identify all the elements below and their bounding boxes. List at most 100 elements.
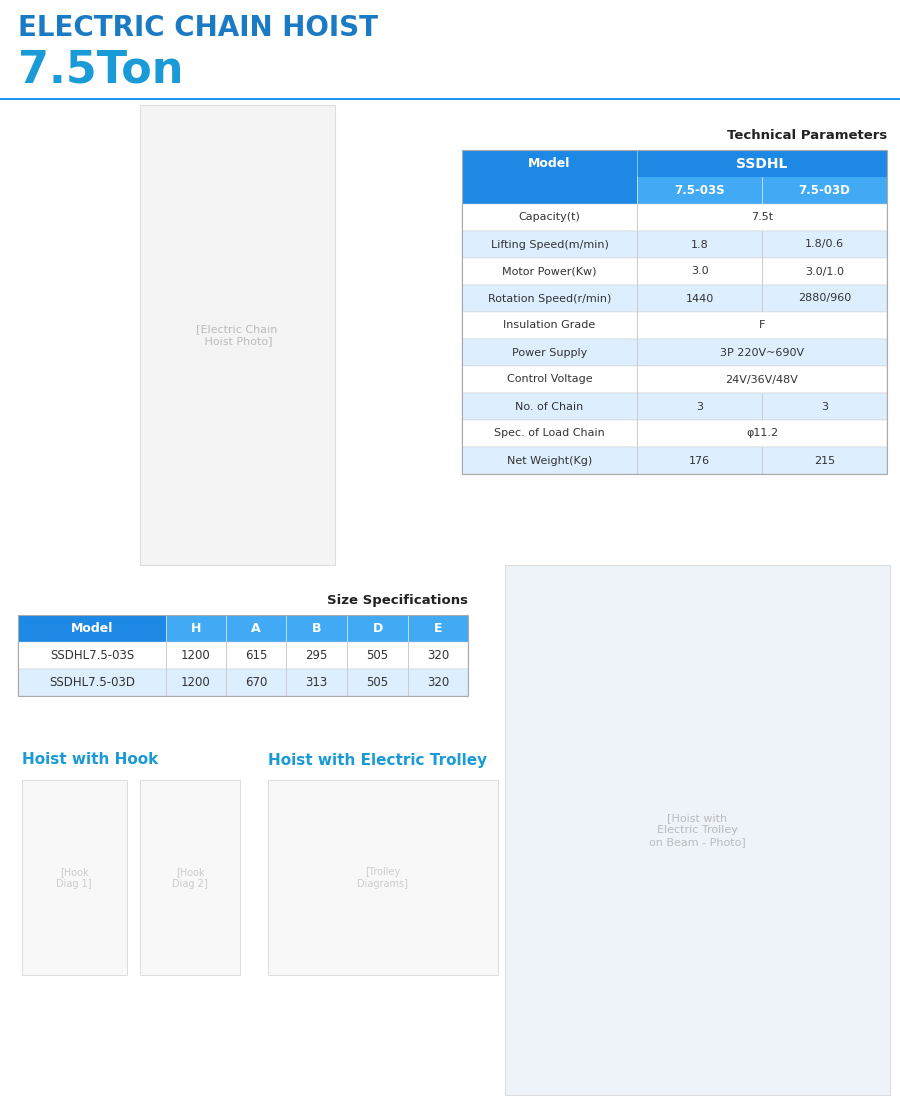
Text: 3: 3 (696, 401, 703, 411)
Bar (462, 420, 887, 447)
Bar (462, 176, 637, 204)
Bar (18, 615, 468, 696)
Bar (286, 615, 287, 642)
Bar (637, 420, 638, 447)
Text: 1.8/0.6: 1.8/0.6 (805, 239, 844, 249)
Text: 505: 505 (366, 676, 389, 689)
Bar (637, 285, 638, 312)
Bar (166, 642, 167, 670)
Text: 7.5Ton: 7.5Ton (18, 49, 184, 92)
Bar (637, 258, 638, 285)
Bar (462, 204, 887, 231)
Bar (462, 393, 887, 420)
Text: [Electric Chain
 Hoist Photo]: [Electric Chain Hoist Photo] (196, 324, 278, 346)
Text: Size Specifications: Size Specifications (327, 595, 468, 607)
Text: Spec. of Load Chain: Spec. of Load Chain (494, 428, 605, 439)
Text: F: F (759, 321, 765, 331)
Bar (347, 615, 348, 642)
Bar (226, 642, 227, 670)
Text: Rotation Speed(r/min): Rotation Speed(r/min) (488, 293, 611, 303)
Text: Motor Power(Kw): Motor Power(Kw) (502, 267, 597, 277)
Bar (226, 615, 286, 642)
Text: 505: 505 (366, 649, 389, 662)
Bar (462, 447, 887, 474)
Bar (286, 642, 287, 670)
Text: 3P 220V~690V: 3P 220V~690V (720, 347, 804, 357)
Bar (140, 105, 335, 565)
Bar (462, 339, 887, 366)
Bar (408, 642, 409, 670)
Text: 295: 295 (305, 649, 328, 662)
Bar (762, 176, 887, 204)
Text: E: E (434, 622, 442, 635)
Bar (462, 150, 637, 176)
Text: Capacity(t): Capacity(t) (518, 213, 580, 223)
Bar (22, 780, 127, 975)
Text: 3: 3 (821, 401, 828, 411)
Bar (637, 339, 638, 366)
Text: Net Weight(Kg): Net Weight(Kg) (507, 456, 592, 465)
Bar (637, 312, 638, 339)
Text: 1440: 1440 (686, 293, 714, 303)
Bar (462, 231, 887, 258)
Text: 615: 615 (245, 649, 267, 662)
Text: 7.5-03S: 7.5-03S (674, 184, 725, 197)
Text: SSDHL7.5-03S: SSDHL7.5-03S (50, 649, 134, 662)
Bar (637, 176, 638, 204)
Bar (0, 98, 900, 100)
Bar (637, 447, 638, 474)
Text: No. of Chain: No. of Chain (516, 401, 583, 411)
Text: Lifting Speed(m/min): Lifting Speed(m/min) (491, 239, 608, 249)
Bar (637, 231, 638, 258)
Text: 2880/960: 2880/960 (798, 293, 851, 303)
Bar (462, 312, 887, 339)
Bar (408, 615, 409, 642)
Text: 3.0/1.0: 3.0/1.0 (805, 267, 844, 277)
Bar (637, 176, 762, 204)
Text: Power Supply: Power Supply (512, 347, 587, 357)
Text: [Hook
Diag 2]: [Hook Diag 2] (172, 867, 208, 889)
Bar (18, 670, 468, 696)
Bar (226, 670, 227, 696)
Text: φ11.2: φ11.2 (746, 428, 778, 439)
Text: 670: 670 (245, 676, 267, 689)
Bar (637, 393, 638, 420)
Bar (762, 447, 763, 474)
Bar (347, 670, 348, 696)
Bar (462, 285, 887, 312)
Bar (347, 615, 408, 642)
Bar (637, 150, 638, 176)
Bar (347, 642, 348, 670)
Bar (462, 366, 887, 393)
Text: SSDHL: SSDHL (736, 157, 788, 171)
Text: 1200: 1200 (181, 649, 211, 662)
Bar (637, 204, 638, 231)
Text: H: H (191, 622, 202, 635)
Bar (408, 670, 409, 696)
Text: Control Voltage: Control Voltage (507, 375, 592, 385)
Text: A: A (251, 622, 261, 635)
Bar (762, 393, 763, 420)
Text: 320: 320 (427, 676, 449, 689)
Text: 313: 313 (305, 676, 328, 689)
Bar (505, 565, 890, 1095)
Text: 320: 320 (427, 649, 449, 662)
Text: D: D (373, 622, 382, 635)
Text: 7.5t: 7.5t (751, 213, 773, 223)
Bar (286, 670, 287, 696)
Bar (140, 780, 240, 975)
Bar (408, 615, 468, 642)
Bar (268, 780, 498, 975)
Bar (462, 258, 887, 285)
Bar (762, 231, 763, 258)
Text: SSDHL7.5-03D: SSDHL7.5-03D (49, 676, 135, 689)
Text: 7.5-03D: 7.5-03D (798, 184, 850, 197)
Text: 215: 215 (814, 456, 835, 465)
Text: 176: 176 (688, 456, 710, 465)
Text: B: B (311, 622, 321, 635)
Bar (637, 366, 638, 393)
Bar (18, 615, 166, 642)
Text: 3.0: 3.0 (690, 267, 708, 277)
Text: 1.8: 1.8 (690, 239, 708, 249)
Bar (286, 615, 347, 642)
